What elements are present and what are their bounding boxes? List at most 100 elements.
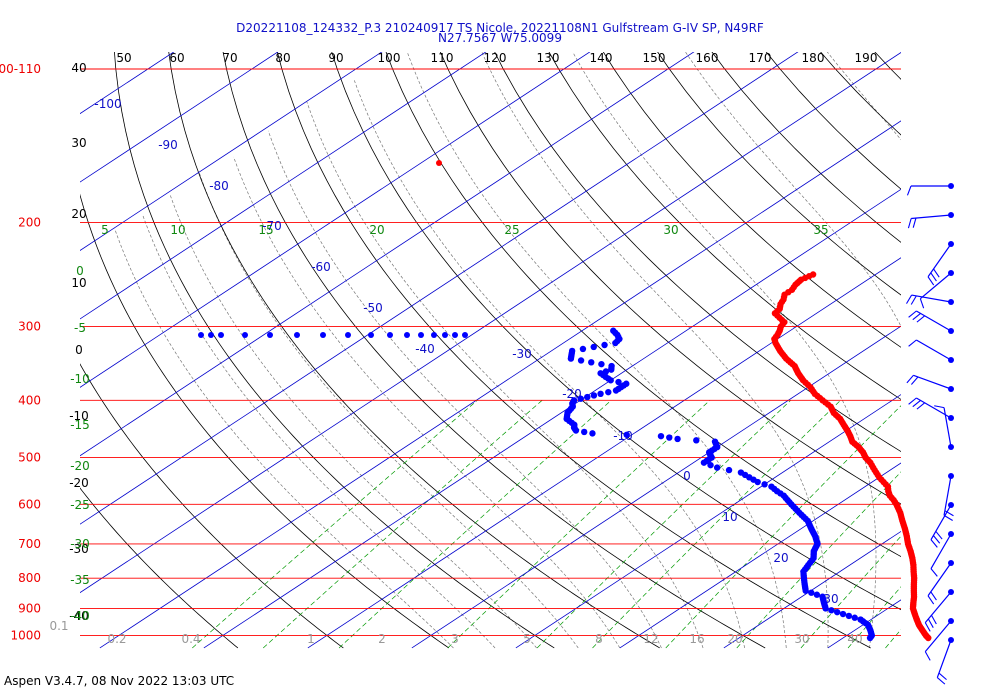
isotherm: [0, 45, 81, 648]
mixing-ratio-line: [847, 586, 901, 649]
mixing-ratio-bottom-label: 0.1: [49, 619, 68, 633]
wind-barb-flag: [943, 514, 953, 521]
mixing-ratio-line: [192, 400, 478, 649]
mixing-ratio-line: [338, 400, 612, 649]
dewpoint-profile: [563, 327, 876, 642]
dewpoint-profile-point: [590, 343, 597, 351]
wind-barb-flag: [924, 651, 931, 661]
isotherm-label: -50: [363, 301, 383, 315]
wind-barb-staff: [943, 407, 952, 448]
top-tick-label: 130: [537, 51, 560, 65]
mixing-ratio-bottom-label: 16: [689, 632, 704, 646]
wind-barb-staff: [924, 620, 952, 653]
wind-barb-flag: [930, 539, 938, 548]
mixing-ratio-label: 10: [170, 223, 185, 237]
moist-adiabat: [994, 45, 1000, 648]
dewpoint-profile-point: [590, 392, 598, 399]
mixing-ratio-line: [536, 400, 791, 649]
top-tick-label: 60: [169, 51, 184, 65]
wind-barb-flag: [930, 272, 937, 282]
dewpoint-point: [462, 332, 468, 338]
dry-adiabat: [80, 193, 450, 649]
wind-barb-flag: [938, 672, 947, 681]
height-label: -20: [69, 476, 89, 490]
moist-adiabat: [306, 101, 704, 649]
mixing-ratio-bottom-label: 12: [643, 632, 658, 646]
top-tick-label: 110: [431, 51, 454, 65]
dewpoint-point: [387, 332, 393, 338]
wind-barb-dot: [948, 357, 954, 363]
mixing-ratio-labels: 5 10 15 20 25 30 35: [101, 223, 828, 237]
temperature-profile: [771, 271, 932, 642]
moist-adiabat: [142, 215, 496, 649]
wind-barb-dot: [948, 270, 954, 276]
wind-barb-flag: [933, 268, 940, 278]
dewpoint-profile-point: [866, 634, 874, 642]
mixing-ratio-bottom-label: 30: [794, 632, 809, 646]
dry-adiabat: [657, 52, 901, 296]
moist-adiabat: [114, 228, 454, 649]
pressure-label: 500: [18, 451, 41, 465]
dewpoint-profile-point: [577, 357, 585, 364]
isotherm: [80, 52, 175, 115]
bottom-labels: 0.10.2 0.4 1 2 3 5 8 12 16 20 30 40: [49, 619, 862, 646]
height-label: -30: [69, 542, 89, 556]
wind-barb-flag: [916, 402, 926, 410]
top-tick-label: 190: [855, 51, 878, 65]
pressure-label: 800: [18, 571, 41, 585]
pressure-label: 100-110: [0, 62, 41, 76]
isotherm: [411, 325, 901, 649]
dewpoint-profile-point: [707, 461, 714, 469]
wind-barb-staff: [924, 591, 952, 624]
isotherm: [80, 52, 487, 320]
mixing-ratio-label: 20: [369, 223, 384, 237]
dewpoint-point: [368, 332, 374, 338]
wind-barb-flag: [910, 376, 919, 385]
wind-barb-dot: [948, 212, 954, 218]
dewpoint-point: [320, 332, 326, 338]
pressure-label: 300: [18, 319, 41, 333]
mixing-ratio-line: [955, 400, 1000, 648]
pressure-label: 900: [18, 601, 41, 615]
dewpoint-point: [452, 332, 458, 338]
wind-barb-flag: [908, 310, 917, 318]
green-side-label: -20: [70, 459, 90, 473]
dry-adiabat: [711, 52, 901, 243]
dry-adiabat: [276, 52, 871, 649]
dewpoint-profile-point: [584, 393, 591, 401]
dry-adiabat: [114, 52, 555, 649]
wind-barb-flag: [907, 218, 912, 229]
top-tick-label: 160: [696, 51, 719, 65]
isotherm: [80, 52, 695, 457]
wind-barb-flag: [912, 399, 921, 408]
wind-barb-dot: [948, 183, 954, 189]
mixing-ratio-label: 5: [101, 223, 109, 237]
height-label: -40: [69, 609, 89, 623]
isotherm: [515, 394, 901, 649]
dewpoint-profile-point: [588, 359, 595, 366]
dewpoint-point: [431, 332, 437, 338]
isotherm-label: -40: [415, 342, 435, 356]
dry-adiabat: [222, 52, 766, 649]
dry-adiabat: [602, 52, 901, 348]
wind-barb-dot: [948, 637, 954, 643]
isotherm: [80, 52, 383, 251]
dry-adiabat: [976, 45, 1000, 648]
dewpoint-profile-point: [666, 434, 673, 441]
height-label: 20: [71, 207, 86, 221]
pressure-label: 200: [18, 215, 41, 229]
green-side-label: -30: [70, 537, 90, 551]
temperature-profile-point: [925, 634, 932, 642]
dry-adiabat: [168, 52, 660, 649]
mixing-ratio-bottom-label: 0.2: [107, 632, 126, 646]
dewpoint-profile-point: [802, 587, 809, 594]
dewpoint-profile-point: [845, 612, 853, 620]
isotherm-label: -20: [562, 387, 582, 401]
chart-title: D20221108_124332_P.3 210240917 TS Nicole…: [236, 21, 764, 35]
wind-barb-staff: [916, 339, 952, 361]
isotherms: [0, 45, 901, 649]
top-tick-label: 150: [643, 51, 666, 65]
dewpoint-profile-point: [657, 432, 665, 440]
dewpoint-profile-point: [828, 607, 835, 614]
wind-barb-flag: [906, 294, 913, 304]
